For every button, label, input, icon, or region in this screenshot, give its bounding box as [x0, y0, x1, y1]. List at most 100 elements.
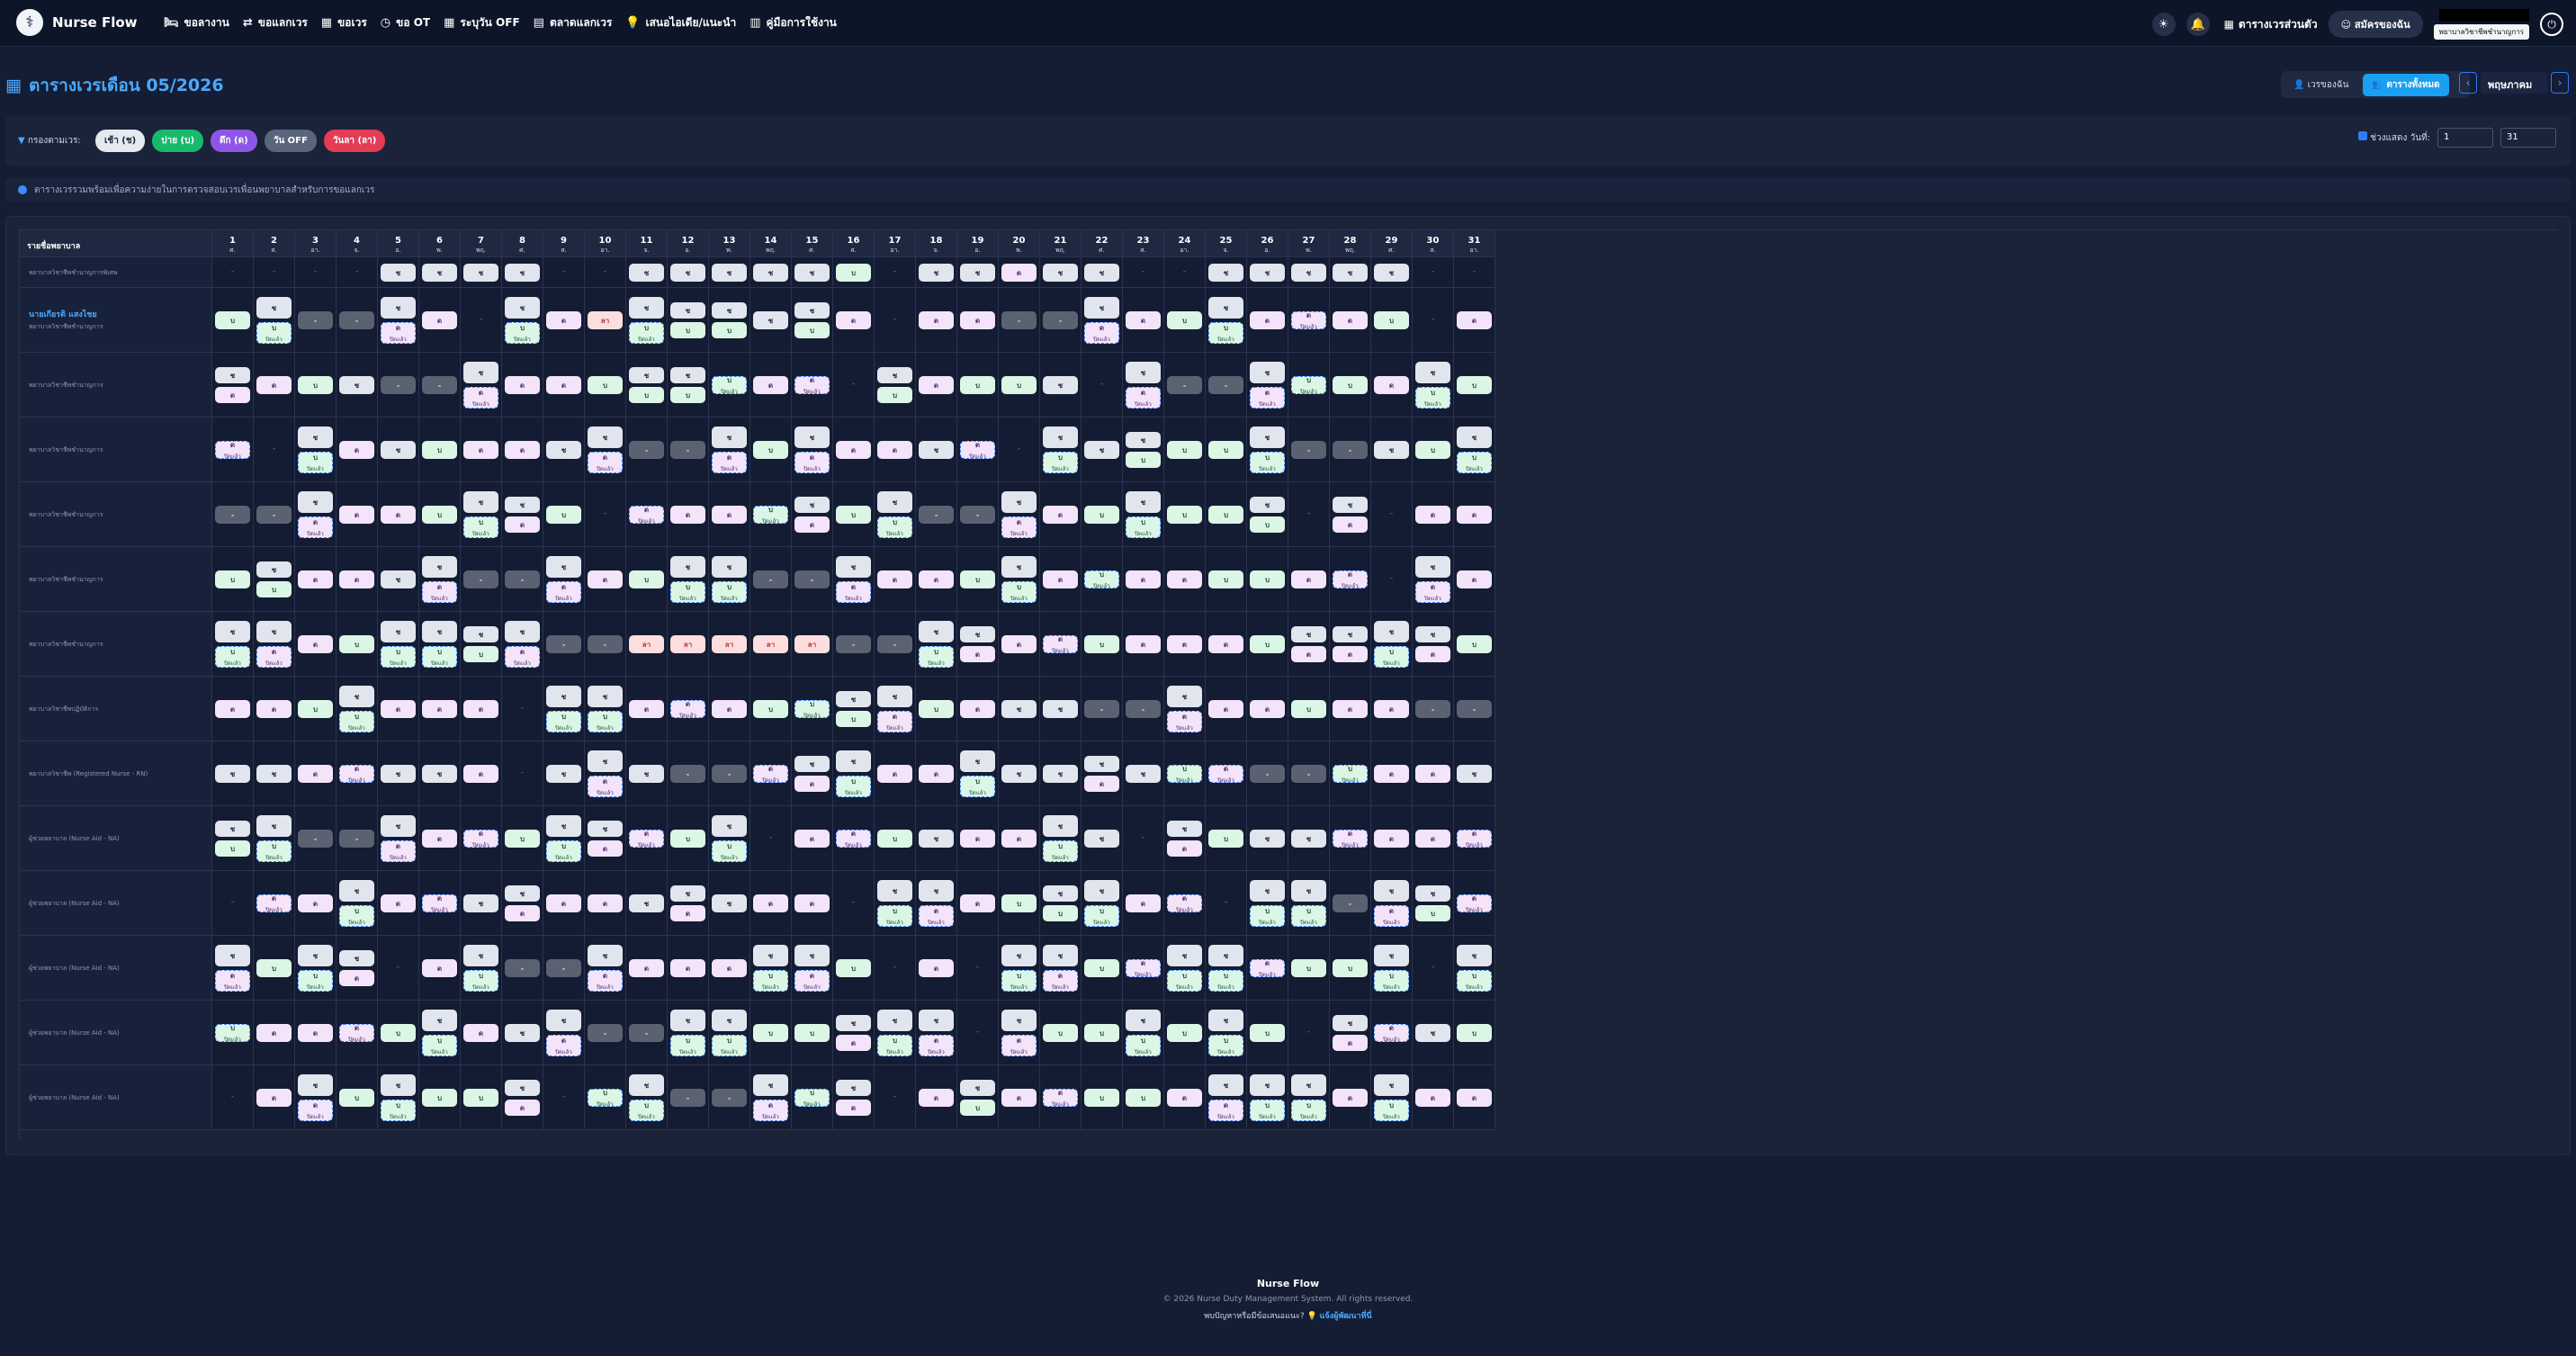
shift-badge[interactable]: บ [1415, 905, 1450, 921]
shift-cell[interactable]: - [295, 288, 337, 353]
shift-cell[interactable]: บปิดแล้ว [1164, 741, 1206, 806]
shift-badge[interactable]: ช [836, 691, 871, 707]
shift-cell[interactable]: ชดปิดแล้ว [543, 1001, 585, 1065]
shift-cell[interactable]: ชด [1330, 482, 1371, 547]
shift-cell[interactable]: บปิดแล้ว [212, 1001, 254, 1065]
shift-cell[interactable]: ช [916, 806, 957, 871]
shift-cell[interactable]: - [419, 353, 461, 418]
shift-badge[interactable]: บ [1167, 506, 1202, 524]
shift-cell[interactable]: - [1206, 871, 1247, 936]
shift-badge[interactable]: ด [505, 1100, 540, 1116]
shift-badge[interactable]: บ [298, 700, 333, 718]
shift-badge[interactable]: บปิดแล้ว [1043, 452, 1078, 473]
shift-cell[interactable]: บ [1082, 936, 1123, 1001]
shift-cell[interactable]: ชด [957, 612, 999, 677]
shift-cell[interactable]: ชด [833, 1001, 875, 1065]
shift-cell[interactable]: ชด [1164, 806, 1206, 871]
shift-badge[interactable]: ด [1415, 765, 1450, 783]
shift-badge[interactable]: บปิดแล้ว [298, 452, 333, 473]
shift-badge[interactable]: บ [670, 322, 705, 338]
shift-badge[interactable]: บปิดแล้ว [588, 1089, 623, 1108]
shift-cell[interactable]: ชบปิดแล้ว [1082, 871, 1123, 936]
shift-cell[interactable]: ดปิดแล้ว [254, 871, 295, 936]
shift-badge[interactable]: บ [960, 570, 995, 588]
shift-badge[interactable]: - [298, 311, 333, 329]
shift-cell[interactable]: ชบปิดแล้ว [212, 612, 254, 677]
shift-cell[interactable]: ชดปิดแล้ว [792, 936, 833, 1001]
shift-cell[interactable]: บ [1454, 1001, 1495, 1065]
shift-badge[interactable]: ด [1167, 635, 1202, 653]
shift-badge[interactable]: ช [1415, 1024, 1450, 1042]
shift-cell[interactable]: ช [668, 257, 709, 288]
shift-badge[interactable]: บปิดแล้ว [215, 1024, 250, 1043]
shift-cell[interactable]: ช [1082, 257, 1123, 288]
shift-badge[interactable]: บ [753, 441, 788, 459]
shift-cell[interactable]: - [875, 257, 916, 288]
shift-badge[interactable]: บ [1333, 959, 1368, 977]
shift-badge[interactable]: บ [256, 959, 292, 977]
shift-badge[interactable]: บ [1167, 1024, 1202, 1042]
shift-badge[interactable]: บปิดแล้ว [629, 1100, 664, 1121]
shift-cell[interactable]: บ [1040, 1001, 1082, 1065]
shift-badge[interactable]: ช [1291, 264, 1326, 282]
shift-badge[interactable]: ช [1043, 815, 1078, 837]
shift-cell[interactable]: ด [957, 288, 999, 353]
shift-badge[interactable]: ด [960, 700, 995, 718]
shift-badge[interactable]: - [256, 506, 292, 524]
prev-month-chevron-icon[interactable]: ‹ [2459, 72, 2477, 94]
shift-cell[interactable]: ชบ [668, 288, 709, 353]
shift-badge[interactable]: บ [256, 581, 292, 597]
shift-badge[interactable]: ช [339, 880, 374, 902]
shift-cell[interactable]: ด [1123, 547, 1164, 612]
shift-badge[interactable]: ช [422, 1010, 457, 1031]
shift-cell[interactable]: ชบ [254, 547, 295, 612]
shift-cell[interactable]: บปิดแล้ว [709, 353, 750, 418]
shift-badge[interactable]: ช [588, 427, 623, 448]
shift-cell[interactable]: ชดปิดแล้ว [999, 482, 1040, 547]
shift-cell[interactable]: บ [543, 482, 585, 547]
shift-badge[interactable]: ด [836, 441, 871, 459]
shift-badge[interactable]: ช [422, 621, 457, 642]
month-select[interactable]: พฤษภาคม [2481, 72, 2547, 94]
shift-badge[interactable]: ด [1374, 830, 1409, 848]
shift-cell[interactable]: บปิดแล้ว [585, 1065, 626, 1130]
shift-cell[interactable]: ช [1123, 741, 1164, 806]
shift-cell[interactable]: ช [626, 257, 668, 288]
shift-badge[interactable]: ช [794, 427, 830, 448]
shift-cell[interactable]: ชบปิดแล้ว [1413, 353, 1454, 418]
shift-badge[interactable]: ช [588, 821, 623, 837]
shift-cell[interactable]: บ [337, 612, 378, 677]
shift-badge[interactable]: บปิดแล้ว [670, 581, 705, 603]
shift-cell[interactable]: ช [502, 1001, 543, 1065]
shift-cell[interactable]: - [337, 806, 378, 871]
shift-badge[interactable]: ช [1250, 830, 1285, 848]
shift-cell[interactable]: ดปิดแล้ว [792, 353, 833, 418]
shift-cell[interactable]: - [750, 547, 792, 612]
shift-badge[interactable]: บปิดแล้ว [712, 376, 747, 395]
shift-badge[interactable]: ช [422, 264, 457, 282]
shift-badge[interactable]: บ [1457, 376, 1492, 394]
shift-cell[interactable]: บ [1330, 353, 1371, 418]
shift-badge[interactable]: บ [422, 506, 457, 524]
shift-badge[interactable]: ด [877, 441, 912, 459]
nurse-name[interactable]: นายเกียรติ แสงไชย [29, 310, 97, 319]
shift-badge[interactable]: บ [1084, 506, 1119, 524]
shift-cell[interactable]: ด [833, 418, 875, 482]
shift-badge[interactable]: บปิดแล้ว [794, 1089, 830, 1108]
shift-cell[interactable]: ด [295, 547, 337, 612]
shift-badge[interactable]: ด [1415, 830, 1450, 848]
shift-cell[interactable]: - [1123, 677, 1164, 741]
shift-badge[interactable]: บ [1084, 1089, 1119, 1107]
shift-cell[interactable]: บ [419, 418, 461, 482]
shift-badge[interactable]: ด [712, 700, 747, 718]
shift-badge[interactable]: ดปิดแล้ว [753, 1100, 788, 1121]
filter-chip[interactable]: วัน OFF [264, 130, 317, 152]
shift-cell[interactable]: ชบ [833, 677, 875, 741]
shift-badge[interactable]: - [505, 959, 540, 977]
shift-badge[interactable]: - [1291, 441, 1326, 459]
shift-cell[interactable]: - [1288, 482, 1330, 547]
shift-badge[interactable]: ด [505, 516, 540, 533]
shift-badge[interactable]: - [794, 570, 830, 588]
shift-badge[interactable]: บ [1333, 376, 1368, 394]
shift-badge[interactable]: บปิดแล้ว [1001, 970, 1037, 992]
